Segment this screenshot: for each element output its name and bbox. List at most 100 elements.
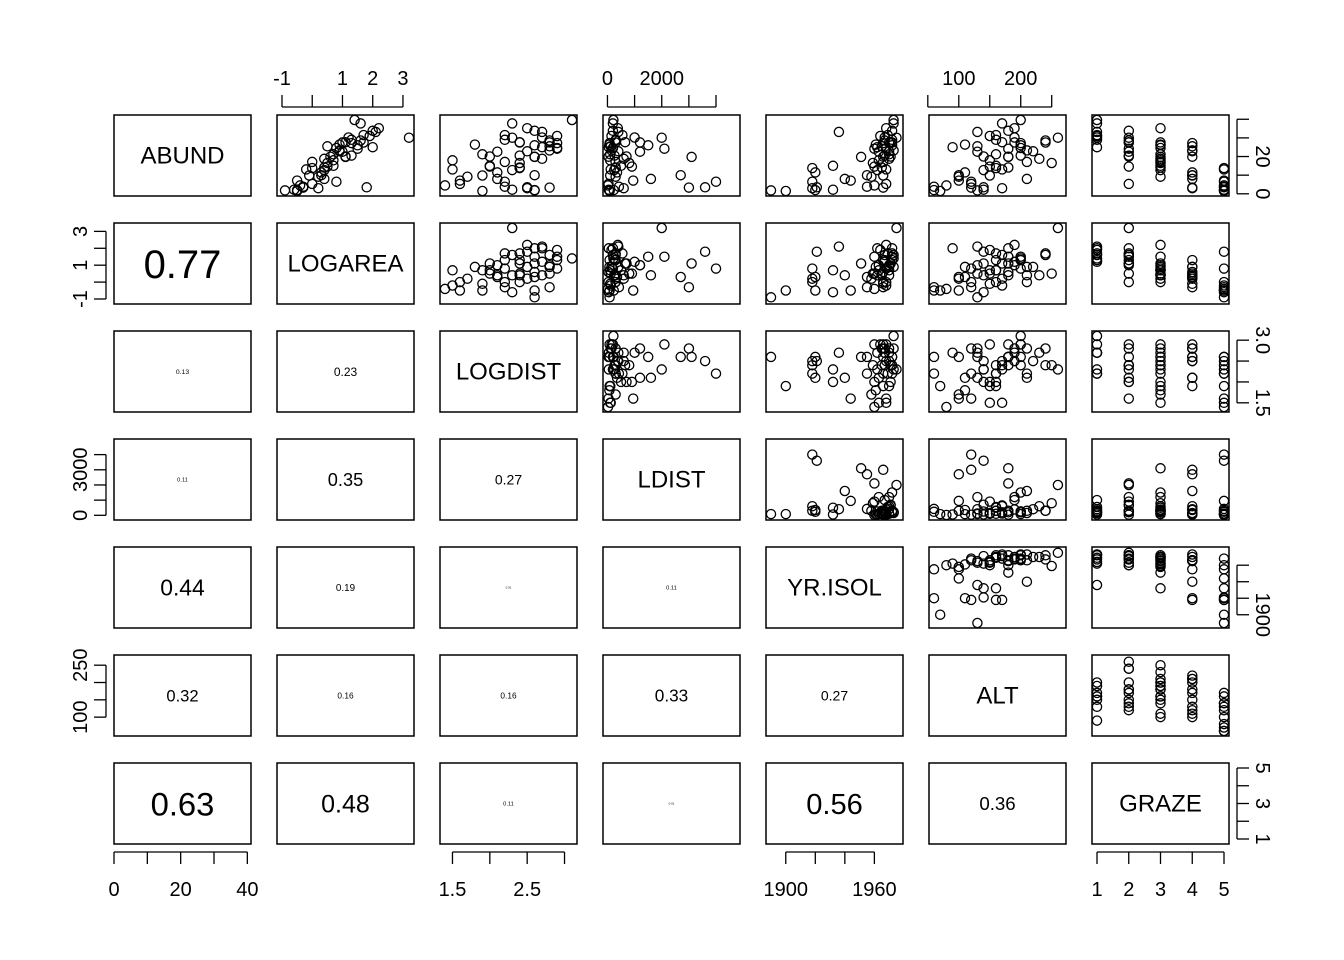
- point-ldist-alt-13: [990, 508, 1002, 520]
- point-yr-isol-graze-28: [1155, 583, 1166, 594]
- point-logarea-logdist-53: [529, 243, 540, 254]
- point-abund-logdist-41: [439, 180, 451, 191]
- panel-frame-alt-vs-logdist: [439, 654, 578, 737]
- point-logarea-alt-55: [1015, 254, 1026, 266]
- point-alt-graze-51: [1123, 663, 1135, 674]
- point-logarea-alt-41: [941, 283, 952, 295]
- panel-frame-yr-isol-vs-ldist: [602, 546, 741, 629]
- panel-frame-graze-vs-graze: [1091, 762, 1230, 845]
- top-axis-label-alt-1: 200: [1004, 68, 1037, 90]
- point-abund-logarea-38: [322, 157, 333, 169]
- point-alt-graze-27: [1155, 708, 1166, 719]
- correlation-alt-logarea: 0.16: [337, 690, 354, 700]
- point-abund-graze-10: [1187, 182, 1198, 194]
- point-abund-alt-53: [1003, 125, 1014, 137]
- panel-frame-alt-vs-ldist: [602, 654, 741, 737]
- point-logarea-logdist-54: [447, 265, 458, 276]
- point-logdist-graze-45: [1091, 368, 1103, 379]
- point-abund-alt-33: [984, 170, 996, 181]
- point-logdist-alt-56: [953, 351, 965, 363]
- point-alt-graze-7: [1218, 725, 1230, 737]
- point-logdist-ldist-55: [604, 339, 615, 350]
- point-yr-isol-alt-44: [996, 553, 1008, 564]
- panel-frame-alt-vs-alt: [928, 654, 1067, 737]
- point-logdist-graze-34: [1187, 372, 1198, 384]
- point-logarea-alt-14: [984, 268, 996, 279]
- point-alt-graze-54: [1155, 694, 1166, 706]
- point-abund-yr-isol-52: [845, 175, 856, 186]
- point-abund-logarea-21: [367, 141, 378, 153]
- scatter-panel-ldist-vs-yr-isol: [765, 449, 902, 521]
- point-abund-graze-14: [1123, 161, 1135, 172]
- point-logarea-yr-isol-54: [873, 265, 885, 276]
- scatter-panel-alt-vs-graze: [1091, 656, 1230, 737]
- point-ldist-graze-43: [1155, 487, 1166, 498]
- point-logarea-graze-24: [1123, 222, 1135, 234]
- point-ldist-alt-51: [1040, 505, 1051, 517]
- point-yr-isol-graze-52: [1218, 573, 1230, 584]
- point-abund-logdist-25: [536, 126, 548, 138]
- correlation-alt-logdist: 0.16: [500, 690, 517, 700]
- bottom-axis-label-graze-4: 5: [1218, 879, 1229, 901]
- point-logarea-graze-55: [1187, 254, 1198, 266]
- point-abund-alt-13: [990, 149, 1002, 160]
- point-logarea-logdist-17: [499, 254, 511, 266]
- point-logarea-alt-19: [1003, 258, 1014, 269]
- left-axis-label-ldist-0: 0: [70, 510, 92, 521]
- point-yr-isol-alt-54: [984, 557, 996, 568]
- point-abund-logdist-45: [499, 129, 511, 141]
- point-logdist-alt-45: [990, 368, 1002, 379]
- point-logdist-alt-14: [984, 376, 996, 388]
- point-alt-graze-46: [1187, 701, 1198, 713]
- point-logdist-yr-isol-54: [873, 397, 885, 409]
- point-alt-graze-55: [1187, 677, 1198, 688]
- panel-frame-yr-isol-vs-yr-isol: [765, 546, 904, 629]
- panel-frame-graze-vs-alt: [928, 762, 1067, 845]
- point-logdist-graze-29: [1155, 389, 1166, 400]
- point-logdist-graze-12: [1218, 351, 1230, 363]
- point-logdist-graze-44: [1218, 397, 1230, 409]
- correlation-alt-abund: 0.32: [166, 686, 198, 705]
- point-yr-isol-alt-18: [1003, 559, 1014, 571]
- point-yr-isol-graze-51: [1123, 554, 1135, 565]
- point-logdist-alt-47: [965, 368, 977, 379]
- point-abund-yr-isol-41: [869, 180, 880, 191]
- point-logdist-yr-isol-7: [861, 368, 873, 379]
- point-alt-graze-56: [1187, 711, 1198, 723]
- point-abund-logarea-47: [331, 176, 342, 187]
- point-logarea-yr-isol-47: [807, 263, 818, 274]
- point-ldist-alt-3: [934, 508, 946, 520]
- point-ldist-graze-45: [1091, 501, 1103, 513]
- point-ldist-alt-53: [1003, 507, 1014, 518]
- point-alt-graze-5: [1218, 691, 1230, 702]
- point-alt-graze-38: [1155, 659, 1166, 671]
- point-abund-yr-isol-48: [885, 151, 896, 162]
- point-logarea-logdist-39: [529, 266, 540, 278]
- point-logdist-graze-52: [1218, 393, 1230, 404]
- point-abund-ldist-41: [602, 180, 614, 191]
- point-yr-isol-alt-28: [990, 583, 1002, 594]
- point-abund-yr-isol-4: [877, 156, 889, 168]
- point-logarea-alt-1: [965, 276, 977, 288]
- point-logarea-logdist-44: [447, 280, 458, 291]
- point-yr-isol-alt-7: [928, 564, 940, 575]
- panel-frame-logarea-vs-yr-isol: [765, 222, 904, 305]
- point-logdist-alt-51: [1040, 343, 1051, 354]
- scatter-panel-ldist-vs-graze: [1091, 449, 1230, 521]
- point-ldist-yr-isol-47: [807, 449, 818, 460]
- correlation-logdist-logarea: 0.23: [334, 365, 358, 379]
- point-logarea-yr-isol-33: [877, 278, 889, 290]
- panel-frame-alt-vs-yr-isol: [765, 654, 904, 737]
- point-logarea-logdist-23: [551, 244, 563, 256]
- point-alt-graze-21: [1091, 715, 1103, 726]
- correlation-logdist-abund: 0.13: [176, 369, 189, 376]
- point-logdist-ldist-47: [710, 368, 722, 379]
- point-logarea-logdist-9: [544, 281, 555, 293]
- point-ldist-graze-48: [1123, 499, 1135, 510]
- point-logarea-alt-3: [934, 285, 946, 296]
- variable-label-abund: ABUND: [140, 143, 224, 170]
- point-abund-alt-11: [1009, 137, 1020, 148]
- point-abund-logdist-23: [551, 130, 563, 142]
- point-logdist-yr-isol-25: [833, 347, 845, 358]
- point-logarea-ldist-19: [686, 258, 697, 269]
